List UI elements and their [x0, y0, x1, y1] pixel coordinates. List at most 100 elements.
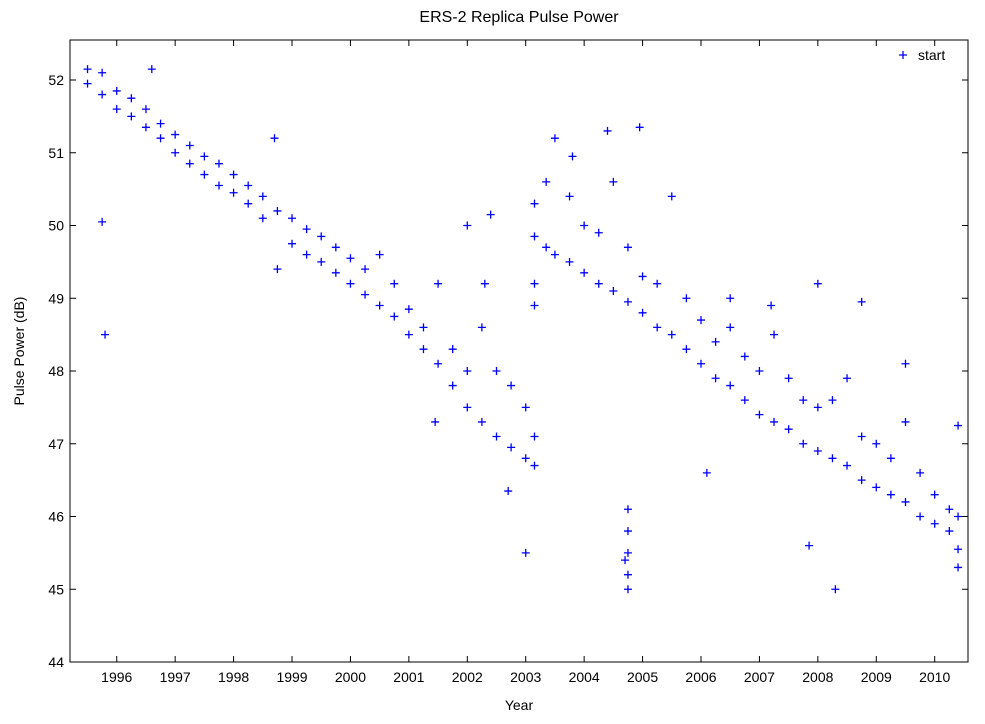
y-tick-label: 44	[48, 654, 64, 670]
point	[767, 301, 776, 310]
point	[755, 410, 764, 419]
point	[530, 199, 539, 208]
point	[463, 221, 472, 230]
y-tick-label: 46	[48, 509, 64, 525]
x-tick-label: 1999	[276, 669, 307, 685]
point	[229, 170, 238, 179]
point	[550, 250, 559, 259]
point	[302, 250, 311, 259]
x-tick-label: 2002	[452, 669, 483, 685]
point	[390, 279, 399, 288]
point	[317, 232, 326, 241]
point	[954, 512, 963, 521]
point	[419, 323, 428, 332]
x-tick-label: 2010	[919, 669, 950, 685]
point	[857, 432, 866, 441]
point	[799, 439, 808, 448]
point	[507, 381, 516, 390]
point	[244, 181, 253, 190]
point	[147, 65, 156, 74]
legend-label: start	[918, 47, 945, 63]
point	[390, 312, 399, 321]
point	[83, 79, 92, 88]
point	[542, 243, 551, 252]
x-tick-label: 2004	[569, 669, 600, 685]
point	[477, 323, 486, 332]
point	[486, 210, 495, 219]
point	[273, 265, 282, 274]
x-tick-label: 1997	[160, 669, 191, 685]
point	[530, 232, 539, 241]
point	[653, 323, 662, 332]
point	[784, 374, 793, 383]
point	[623, 527, 632, 536]
point	[530, 279, 539, 288]
point	[667, 330, 676, 339]
point	[270, 134, 279, 143]
point	[171, 148, 180, 157]
point	[930, 519, 939, 528]
point	[623, 585, 632, 594]
point	[696, 316, 705, 325]
point	[682, 345, 691, 354]
y-tick-label: 50	[48, 218, 64, 234]
x-tick-label: 1996	[101, 669, 132, 685]
point	[101, 330, 110, 339]
point	[361, 290, 370, 299]
x-tick-label: 2003	[510, 669, 541, 685]
point	[857, 297, 866, 306]
point	[404, 305, 413, 314]
point	[375, 250, 384, 259]
point	[813, 403, 822, 412]
x-tick-label: 2006	[685, 669, 716, 685]
point	[141, 123, 150, 132]
point	[954, 563, 963, 572]
point	[98, 217, 107, 226]
point	[565, 257, 574, 266]
point	[594, 228, 603, 237]
x-axis-label: Year	[505, 697, 534, 713]
point	[886, 490, 895, 499]
plot-frame	[69, 39, 969, 663]
y-tick-label: 47	[48, 436, 64, 452]
point	[434, 359, 443, 368]
point	[375, 301, 384, 310]
point	[171, 130, 180, 139]
y-tick-label: 52	[48, 72, 64, 88]
point	[156, 134, 165, 143]
point	[621, 556, 630, 565]
point	[623, 570, 632, 579]
point	[594, 279, 603, 288]
point	[872, 483, 881, 492]
point	[258, 214, 267, 223]
point	[945, 505, 954, 514]
point	[317, 257, 326, 266]
point	[98, 68, 107, 77]
point	[477, 417, 486, 426]
y-tick-label: 49	[48, 290, 64, 306]
point	[696, 359, 705, 368]
point	[831, 585, 840, 594]
point	[857, 476, 866, 485]
point	[799, 396, 808, 405]
point	[492, 367, 501, 376]
point	[98, 90, 107, 99]
point	[711, 337, 720, 346]
point	[726, 323, 735, 332]
point	[623, 243, 632, 252]
point	[463, 403, 472, 412]
x-tick-label: 2000	[335, 669, 366, 685]
point	[507, 443, 516, 452]
point	[954, 545, 963, 554]
chart-title: ERS-2 Replica Pulse Power	[419, 9, 619, 26]
point	[603, 126, 612, 135]
point	[901, 497, 910, 506]
point	[954, 421, 963, 430]
point	[843, 374, 852, 383]
point	[542, 177, 551, 186]
point	[200, 152, 209, 161]
point	[886, 454, 895, 463]
point	[755, 367, 764, 376]
point	[945, 527, 954, 536]
y-tick-label: 45	[48, 581, 64, 597]
